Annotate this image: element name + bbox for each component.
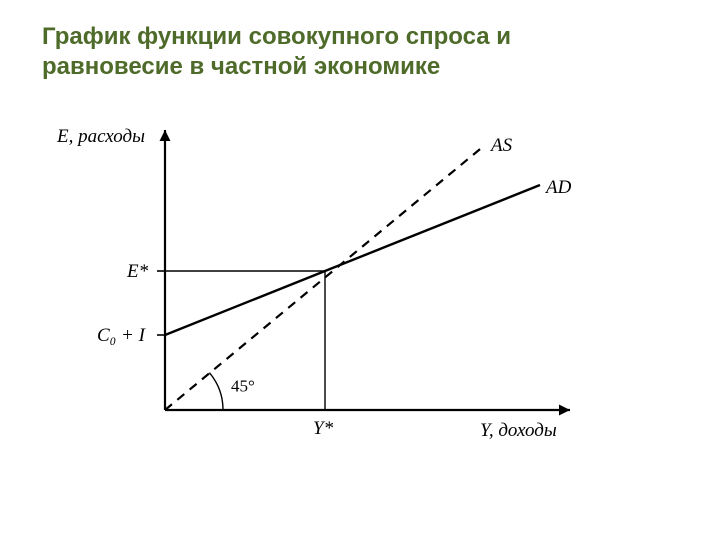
- angle-label: 45°: [231, 376, 255, 395]
- intercept-label: C₀ + I: [97, 325, 147, 346]
- angle-arc: [209, 373, 223, 410]
- y-axis-arrow-icon: [160, 130, 171, 141]
- ad-line: [165, 185, 540, 335]
- as-line-label: AS: [489, 135, 513, 156]
- title-line-1: График функции совокупного спроса и: [42, 23, 511, 50]
- slide-title: График функции совокупного спроса и равн…: [42, 22, 642, 82]
- chart-container: 45° E, расходы Y, доходы AS AD E* Y* C₀ + I: [50, 110, 610, 475]
- x-axis-arrow-icon: [559, 405, 570, 416]
- ad-line-label: AD: [544, 177, 572, 198]
- title-line-2: равновесие в частной экономике: [42, 53, 440, 80]
- aggregate-demand-chart: 45° E, расходы Y, доходы AS AD E* Y* C₀ + I: [50, 110, 610, 470]
- slide: График функции совокупного спроса и равн…: [0, 0, 720, 540]
- x-axis-label: Y, доходы: [480, 420, 557, 441]
- e-star-label: E*: [126, 261, 149, 282]
- y-star-label: Y*: [313, 418, 334, 439]
- y-axis-label: E, расходы: [56, 126, 145, 147]
